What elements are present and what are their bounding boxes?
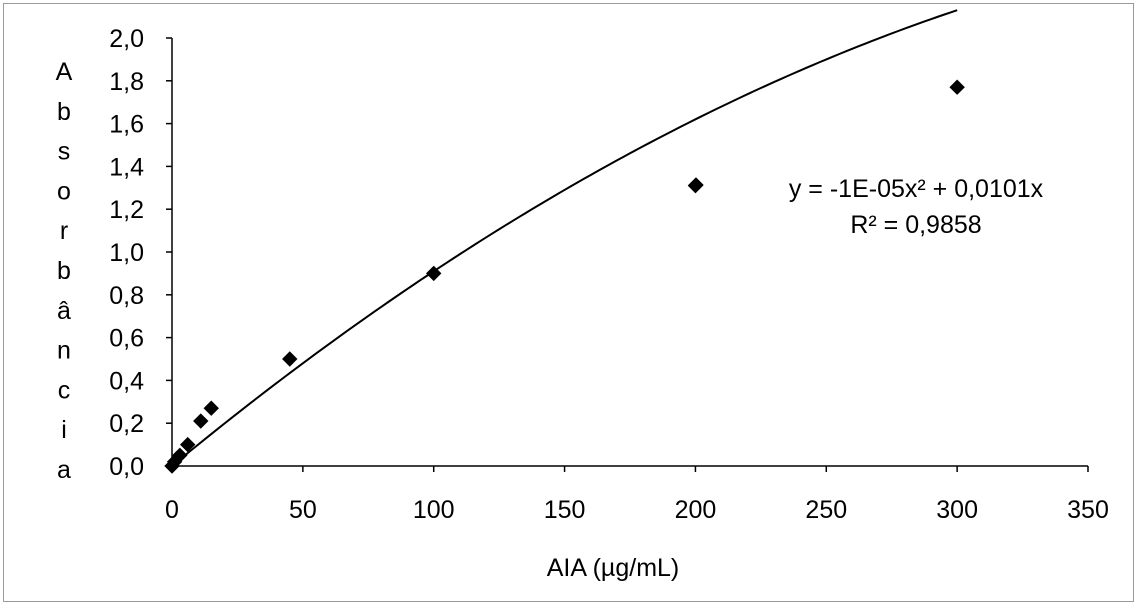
- legend-marker: [688, 177, 704, 193]
- chart-frame: 0 50 100 150 200 250 300 350 0,0 0,2 0,4 0,6 0,8 1,0…: [3, 3, 1134, 602]
- x-axis-label: AIA (µg/mL): [547, 554, 680, 582]
- y-tick-label: 2,0: [109, 25, 144, 53]
- y-axis-label-letter: b: [57, 257, 71, 285]
- x-tick-label: 100: [413, 496, 455, 524]
- x-tick-label: 300: [936, 496, 978, 524]
- y-tick-label: 1,0: [109, 239, 144, 267]
- y-tick-label: 0,4: [109, 367, 144, 395]
- data-point: [193, 413, 209, 429]
- axes: [171, 38, 1088, 467]
- y-tick-label: 1,2: [109, 196, 144, 224]
- data-point: [179, 436, 196, 453]
- y-axis-label-letter: â: [57, 297, 71, 325]
- data-point: [203, 400, 219, 416]
- x-tick-label: 150: [544, 496, 586, 524]
- data-point: [282, 351, 298, 367]
- chart-svg: 0 50 100 150 200 250 300 350 0,0 0,2 0,4 0,6 0,8 1,0…: [56, 9, 1109, 582]
- y-tick-label: 0,6: [109, 325, 144, 353]
- y-axis-label-letter: A: [56, 58, 73, 86]
- data-point: [426, 265, 442, 282]
- y-tick-label: 0,2: [109, 410, 144, 438]
- trendline-equation: y = -1E-05x² + 0,0101x: [789, 175, 1044, 203]
- y-tick-label: 0,8: [109, 282, 144, 310]
- x-tick-label: 0: [165, 496, 179, 524]
- y-axis-label-letter: n: [57, 337, 71, 365]
- y-axis-label-letter: o: [57, 177, 71, 205]
- x-tick-label: 50: [289, 496, 317, 524]
- data-point: [949, 79, 965, 95]
- trendline-r-squared: R² = 0,9858: [850, 211, 981, 239]
- y-tick-label: 1,8: [109, 68, 144, 96]
- x-tick-label: 250: [805, 496, 847, 524]
- y-axis-label-letter: b: [57, 98, 71, 126]
- y-axis-label-letter: s: [58, 138, 71, 166]
- y-axis-label-letter: c: [58, 376, 71, 404]
- data-point: [172, 447, 188, 464]
- y-tick-label: 0,0: [109, 453, 144, 481]
- data-points: [164, 79, 965, 474]
- y-axis-label-letter: i: [61, 416, 67, 444]
- y-axis-label-letter: a: [57, 456, 71, 484]
- x-ticks: 0 50 100 150 200 250 300 350: [165, 466, 1109, 524]
- x-tick-label: 350: [1067, 496, 1109, 524]
- y-axis-label-letter: r: [60, 217, 68, 245]
- y-tick-label: 1,4: [109, 153, 144, 181]
- y-tick-label: 1,6: [109, 111, 144, 139]
- y-ticks: 0,0 0,2 0,4 0,6 0,8 1,0 1,2 1,4 1,6 1,8 2,0: [109, 25, 172, 481]
- trendline: [171, 9, 958, 467]
- x-tick-label: 200: [675, 496, 717, 524]
